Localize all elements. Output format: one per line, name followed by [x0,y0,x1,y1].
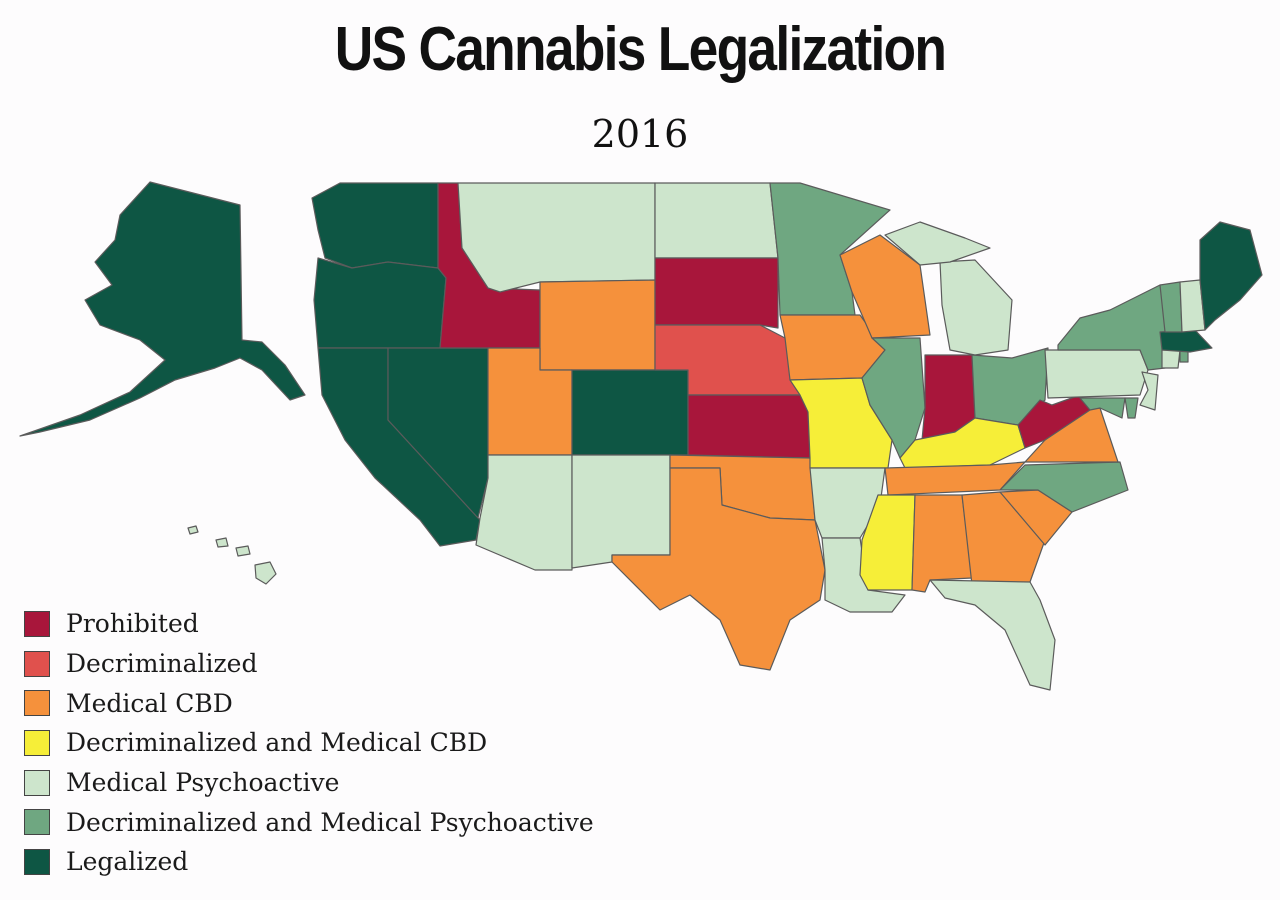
state-NC [999,461,1129,513]
state-TN [884,461,1026,496]
state-OR [313,257,447,349]
state-ME [1199,221,1263,331]
state-SD [654,257,779,329]
legend-label: Decriminalized and Medical CBD [66,728,488,758]
state-PA [1044,349,1149,399]
legend: Prohibited Decriminalized Medical CBD De… [24,604,594,882]
legend-label: Decriminalized and Medical Psychoactive [66,807,594,837]
state-WY [539,279,656,371]
state-NM [571,454,671,569]
state-AL [911,494,973,593]
legend-item-decrim-medical-psychoactive: Decriminalized and Medical Psychoactive [24,802,594,842]
legend-swatch [24,769,50,796]
state-CO [571,369,689,456]
legend-swatch [24,848,50,875]
state-IL [861,337,926,459]
legend-swatch [24,690,50,717]
state-MA [1159,329,1213,353]
legend-swatch [24,610,50,637]
legend-item-prohibited: Prohibited [24,604,594,644]
state-MI-UP [884,221,991,266]
state-WI [839,234,931,339]
state-CT [1161,349,1181,369]
legend-label: Medical Psychoactive [66,768,340,798]
state-MD [1079,397,1126,419]
legend-item-medical-psychoactive: Medical Psychoactive [24,763,594,803]
state-FL [929,579,1056,691]
legend-item-medical-cbd: Medical CBD [24,683,594,723]
state-ND [654,182,779,259]
state-TX [611,467,826,671]
legend-item-decrim-medical-cbd: Decriminalized and Medical CBD [24,723,594,763]
state-KS [687,394,811,459]
legend-label: Decriminalized [66,649,258,679]
legend-swatch [24,729,50,756]
state-AZ [475,454,573,571]
legend-item-decriminalized: Decriminalized [24,644,594,684]
legend-item-legalized: Legalized [24,842,594,882]
legend-label: Prohibited [66,609,199,639]
state-HI [254,561,277,585]
state-DE [1124,397,1139,419]
state-NJ [1139,371,1159,411]
legend-label: Legalized [66,847,189,877]
map-title: US Cannabis Legalization [334,15,947,84]
state-GA [961,491,1046,586]
state-WA [311,182,439,269]
state-MT [457,182,656,293]
legend-swatch [24,809,50,836]
state-AK [19,181,306,437]
legend-swatch [24,650,50,677]
legend-label: Medical CBD [66,688,233,718]
map-subtitle: 2016 [591,112,689,156]
state-HI-2 [187,525,251,557]
state-MI [939,259,1013,356]
